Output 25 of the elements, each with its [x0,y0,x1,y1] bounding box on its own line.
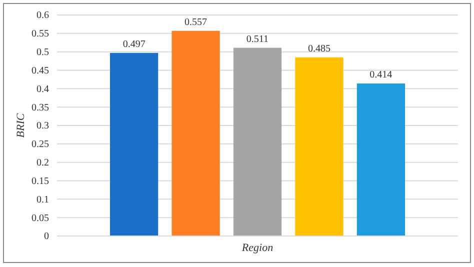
y-tick-label: 0.3 [36,120,49,132]
y-tick-label: 0.2 [36,158,49,169]
y-tick-label: 0.6 [36,10,49,22]
bar [110,52,158,236]
y-tick-label: 0 [44,231,49,242]
bar [233,48,282,236]
y-axis-title: BRIC [15,112,27,138]
data-label: 0.414 [370,70,392,81]
y-tick-label: 0.4 [36,84,49,95]
y-tick-label: 0.05 [32,212,49,224]
y-tick-label: 0.25 [32,139,49,150]
y-tick-label: 0.5 [36,47,49,58]
y-tick-label: 0.55 [32,28,49,40]
data-label: 0.557 [184,16,208,28]
y-tick-label: 0.35 [32,102,49,114]
y-tick-label: 0.1 [36,194,49,206]
data-label: 0.485 [308,43,330,54]
bar [356,84,405,236]
x-axis-title: Region [240,242,274,254]
bar [172,30,220,236]
data-label: 0.497 [122,38,146,50]
y-tick-label: 0.45 [32,65,49,76]
bar [295,57,344,236]
data-label: 0.511 [246,34,269,45]
y-tick-label: 0.15 [32,176,49,187]
